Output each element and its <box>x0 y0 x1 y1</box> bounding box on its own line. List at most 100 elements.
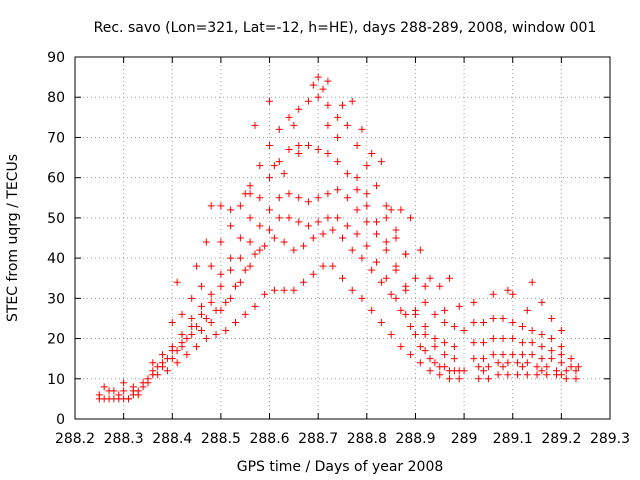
data-point <box>339 274 346 282</box>
data-point <box>411 306 419 314</box>
data-point <box>557 359 565 367</box>
data-point <box>178 310 186 318</box>
data-point <box>441 306 449 314</box>
data-point <box>363 190 371 198</box>
data-point <box>173 278 181 286</box>
data-point <box>232 318 239 326</box>
data-point <box>125 395 132 403</box>
data-point <box>304 222 312 230</box>
data-point <box>450 355 458 363</box>
x-tick-label: 288.9 <box>395 431 435 447</box>
data-point <box>353 206 361 214</box>
data-point <box>504 359 512 367</box>
data-point <box>368 150 376 158</box>
data-point <box>202 314 210 322</box>
data-point <box>343 121 351 129</box>
data-point <box>455 375 463 383</box>
data-point <box>397 343 405 351</box>
data-point <box>373 182 381 190</box>
data-point <box>324 150 332 158</box>
data-point <box>514 371 522 379</box>
x-axis-label: GPS time / Days of year 2008 <box>237 459 444 475</box>
data-point <box>334 133 342 141</box>
data-point <box>504 286 512 294</box>
data-point <box>538 367 546 375</box>
data-point <box>377 158 385 166</box>
data-point <box>441 363 449 371</box>
data-point <box>280 170 288 178</box>
x-tick-label: 288.6 <box>249 431 289 447</box>
data-point <box>266 226 274 234</box>
data-point <box>509 318 517 326</box>
data-point <box>509 351 517 359</box>
data-point <box>343 194 351 202</box>
data-point <box>270 234 278 242</box>
data-point <box>139 379 147 387</box>
data-point <box>441 339 449 347</box>
data-point <box>368 266 376 274</box>
data-point <box>227 222 235 230</box>
data-point <box>514 359 522 367</box>
data-point <box>421 347 429 355</box>
data-point <box>217 282 225 290</box>
data-point <box>446 375 453 383</box>
data-point <box>494 359 502 367</box>
data-point <box>168 355 176 363</box>
x-tick-label: 288.5 <box>201 431 241 447</box>
data-point <box>548 314 556 322</box>
data-point <box>431 343 439 351</box>
x-axis: 288.2 288.3 288.4 288.5 288.6 288.7 288.8 288.9… <box>55 57 630 447</box>
data-point <box>397 306 405 314</box>
data-point <box>382 214 390 222</box>
y-tick-label: 80 <box>47 90 65 106</box>
data-point <box>382 274 390 282</box>
data-point <box>373 230 381 238</box>
data-point <box>416 359 424 367</box>
data-point <box>159 351 167 359</box>
data-point <box>548 335 556 343</box>
data-point <box>523 359 531 367</box>
x-tick-label: 289.1 <box>493 431 533 447</box>
data-point <box>183 335 191 343</box>
data-point <box>421 322 429 330</box>
data-point <box>251 250 259 258</box>
data-point <box>353 174 361 182</box>
data-point <box>314 93 322 101</box>
data-point <box>528 339 536 347</box>
data-point <box>431 310 439 318</box>
data-point <box>431 359 439 367</box>
data-point <box>324 121 332 129</box>
data-point <box>236 254 244 262</box>
data-point <box>518 363 526 371</box>
data-point <box>246 214 254 222</box>
data-point <box>426 355 434 363</box>
data-point <box>314 146 322 154</box>
data-point <box>572 367 580 375</box>
x-tick-label: 289 <box>451 431 478 447</box>
data-point <box>178 331 186 339</box>
data-point <box>441 318 449 326</box>
data-point <box>100 383 108 391</box>
data-point <box>339 101 346 109</box>
data-point <box>222 327 230 335</box>
data-point <box>450 367 458 375</box>
data-point <box>426 274 434 282</box>
data-point <box>426 367 434 375</box>
data-point <box>363 242 371 250</box>
data-point <box>193 262 201 270</box>
data-point <box>256 222 264 230</box>
data-point <box>290 246 298 254</box>
data-point <box>538 343 546 351</box>
y-axis-label: STEC from uqrg / TECUs <box>5 154 21 322</box>
data-point <box>387 206 395 214</box>
x-tick-label: 288.7 <box>298 431 338 447</box>
y-tick-label: 40 <box>47 251 65 267</box>
data-point <box>251 302 259 310</box>
data-point <box>353 141 361 149</box>
data-point <box>348 246 356 254</box>
data-point <box>304 141 312 149</box>
data-point <box>256 194 264 202</box>
data-point <box>397 206 405 214</box>
data-point <box>499 335 507 343</box>
data-point <box>168 318 176 326</box>
